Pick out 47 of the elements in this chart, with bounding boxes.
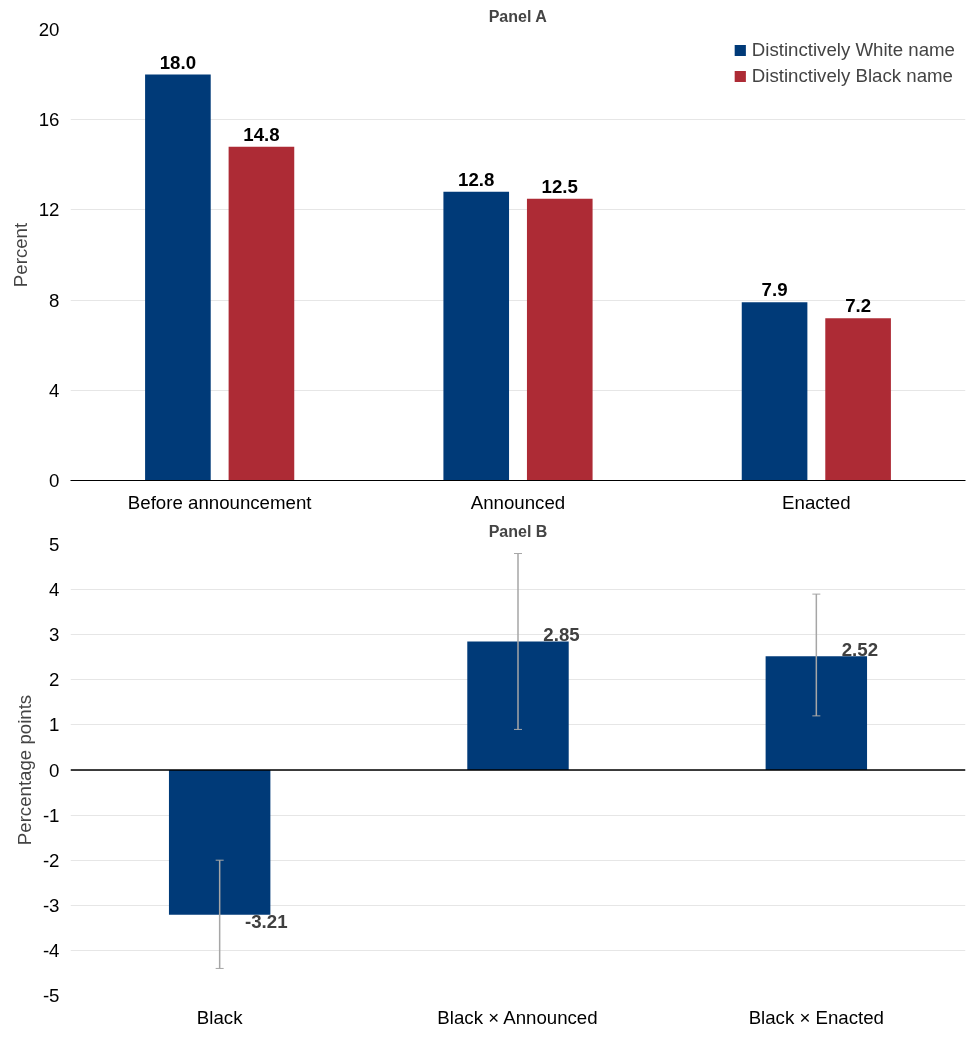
y-tick-label: -3 bbox=[42, 894, 60, 916]
data-label: 7.9 bbox=[761, 279, 788, 301]
data-label: 12.5 bbox=[541, 175, 578, 197]
data-label: 2.85 bbox=[543, 624, 580, 646]
y-axis-title: Percent bbox=[9, 222, 31, 288]
data-label: 14.8 bbox=[243, 123, 280, 145]
legend-label: Distinctively White name bbox=[751, 39, 955, 61]
y-tick-label: 20 bbox=[38, 19, 60, 40]
bar bbox=[145, 74, 211, 481]
y-tick-label: 16 bbox=[38, 109, 60, 131]
data-label: -3.21 bbox=[245, 910, 288, 932]
y-tick-label: 1 bbox=[49, 714, 60, 736]
y-tick-label: 2 bbox=[49, 669, 60, 691]
bar bbox=[526, 198, 593, 481]
y-tick-label: 5 bbox=[49, 534, 60, 555]
x-tick-label: Black × Enacted bbox=[748, 1006, 885, 1028]
chart-title: Panel A bbox=[488, 7, 548, 25]
data-label: 7.2 bbox=[845, 295, 872, 317]
x-tick-label: Before announcement bbox=[127, 491, 313, 513]
y-tick-label: -5 bbox=[42, 985, 60, 1006]
data-label: 18.0 bbox=[159, 51, 197, 73]
chart-title: Panel B bbox=[488, 522, 548, 540]
y-tick-label: 12 bbox=[38, 199, 60, 221]
x-tick-label: Enacted bbox=[782, 491, 851, 513]
bar bbox=[825, 318, 891, 481]
y-tick-label: 0 bbox=[49, 759, 60, 781]
y-tick-label: 8 bbox=[49, 289, 60, 311]
y-tick-label: -4 bbox=[42, 939, 60, 961]
legend-label: Distinctively Black name bbox=[751, 65, 953, 87]
bar bbox=[765, 656, 868, 770]
bar bbox=[228, 146, 295, 481]
x-tick-label: Black bbox=[196, 1006, 244, 1028]
bar bbox=[168, 770, 271, 915]
bar bbox=[741, 302, 808, 481]
x-tick-label: Black × Announced bbox=[437, 1006, 598, 1028]
y-axis-title: Percentage points bbox=[13, 694, 35, 846]
bar bbox=[443, 191, 510, 481]
data-label: 12.8 bbox=[458, 168, 495, 190]
data-label: 2.52 bbox=[841, 639, 878, 661]
y-tick-label: -2 bbox=[42, 849, 60, 871]
x-tick-label: Announced bbox=[470, 491, 566, 513]
y-tick-label: -1 bbox=[42, 804, 60, 826]
y-tick-label: 0 bbox=[49, 470, 60, 491]
y-tick-label: 3 bbox=[49, 624, 60, 646]
y-tick-label: 4 bbox=[49, 579, 60, 601]
bar bbox=[467, 641, 569, 770]
y-tick-label: 4 bbox=[49, 379, 60, 401]
